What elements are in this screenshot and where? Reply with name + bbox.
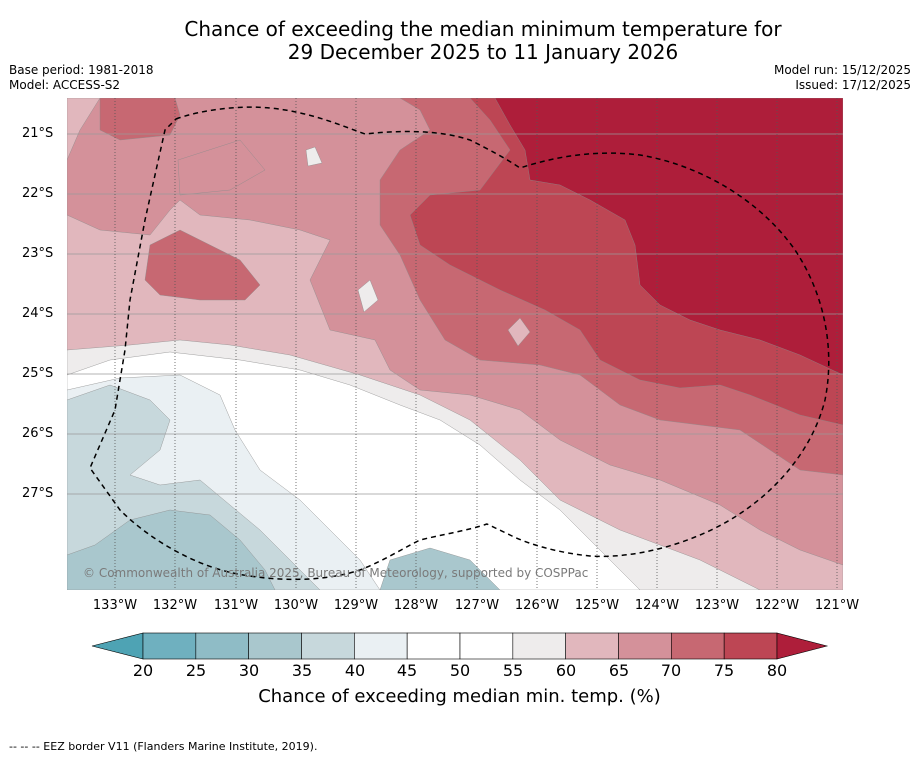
lon-gridlines <box>114 98 838 590</box>
lon-label: 129°W <box>333 598 379 613</box>
lat-label: 21°S <box>22 126 54 141</box>
colorbar-segment <box>459 632 514 660</box>
colorbar-segment <box>195 632 249 660</box>
map-title: Chance of exceeding the median minimum t… <box>0 18 919 64</box>
lon-label: 125°W <box>574 598 620 613</box>
colorbar-tick: 75 <box>713 661 735 680</box>
meta-right: Model run: 15/12/2025 Issued: 17/12/2025 <box>774 63 911 93</box>
lon-label: 131°W <box>213 598 259 613</box>
lat-label: 26°S <box>22 426 54 441</box>
lon-label: 124°W <box>634 598 680 613</box>
colorbar-tick: 30 <box>238 661 260 680</box>
colorbar-segment <box>354 632 408 660</box>
lat-label: 27°S <box>22 486 54 501</box>
colorbar-tick: 70 <box>660 661 682 680</box>
colorbar-segment <box>248 632 302 660</box>
colorbar-segment <box>142 632 197 660</box>
lon-label: 127°W <box>454 598 500 613</box>
eez-legend-footer: -- -- -- EEZ border V11 (Flanders Marine… <box>9 740 318 753</box>
colorbar-label: Chance of exceeding median min. temp. (%… <box>258 686 661 707</box>
lon-label: 122°W <box>754 598 800 613</box>
title-line-1: Chance of exceeding the median minimum t… <box>184 17 782 41</box>
model-run: Model run: 15/12/2025 <box>773 63 911 77</box>
lon-label: 130°W <box>273 598 319 613</box>
copyright-text: © Commonwealth of Australia 2025, Bureau… <box>83 566 588 580</box>
colorbar-segment <box>671 632 725 660</box>
lat-label: 25°S <box>22 366 54 381</box>
colorbar-segment <box>301 632 355 660</box>
lon-label: 121°W <box>814 598 860 613</box>
colorbar-tick: 40 <box>344 661 366 680</box>
lat-label: 23°S <box>22 246 54 261</box>
colorbar-segment <box>565 632 619 660</box>
colorbar-segment <box>406 632 461 660</box>
colorbar-tick: 60 <box>555 661 577 680</box>
field-patch-mid <box>507 317 531 347</box>
colorbar-segment <box>723 632 778 660</box>
base-period: Base period: 1981-2018 <box>9 63 154 77</box>
colorbar-tick: 35 <box>291 661 313 680</box>
colorbar-tick: 45 <box>396 661 418 680</box>
colorbar-tick: 65 <box>608 661 630 680</box>
lon-label: 123°W <box>694 598 740 613</box>
eez-border <box>89 106 830 581</box>
colorbar-tick: 50 <box>449 661 471 680</box>
title-line-2: 29 December 2025 to 11 January 2026 <box>287 40 679 64</box>
meta-left: Base period: 1981-2018 Model: ACCESS-S2 <box>9 63 154 93</box>
colorbar-segment <box>512 632 566 660</box>
field-above-80 <box>494 98 843 376</box>
colorbar-extend-low <box>91 632 144 660</box>
colorbar-tick: 25 <box>185 661 207 680</box>
colorbar-segment <box>618 632 672 660</box>
colorbar-tick: 80 <box>766 661 788 680</box>
lon-label: 132°W <box>152 598 198 613</box>
lat-label: 24°S <box>22 306 54 321</box>
lat-label: 22°S <box>22 186 54 201</box>
issued-date: Issued: 17/12/2025 <box>795 78 911 92</box>
colorbar <box>91 632 829 660</box>
lon-label: 126°W <box>514 598 560 613</box>
lon-label: 133°W <box>92 598 138 613</box>
model-name: Model: ACCESS-S2 <box>9 78 121 92</box>
probability-field <box>67 98 843 590</box>
lon-label: 128°W <box>393 598 439 613</box>
field-patch-low <box>305 146 379 313</box>
lat-gridlines <box>67 133 843 495</box>
colorbar-extend-high <box>776 632 829 660</box>
colorbar-tick: 20 <box>132 661 154 680</box>
colorbar-tick: 55 <box>502 661 524 680</box>
